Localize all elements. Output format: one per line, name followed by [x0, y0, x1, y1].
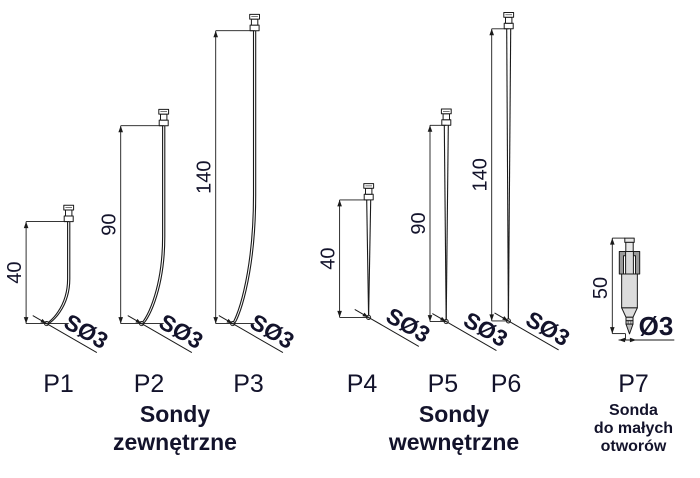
svg-text:P3: P3 [233, 370, 264, 398]
svg-text:Sondy: Sondy [140, 401, 210, 427]
svg-text:Sondy: Sondy [419, 401, 489, 427]
svg-text:140: 140 [469, 158, 491, 191]
svg-text:40: 40 [317, 248, 339, 270]
svg-text:P2: P2 [134, 370, 165, 398]
svg-text:P5: P5 [428, 370, 459, 398]
svg-text:50: 50 [590, 277, 612, 299]
svg-text:90: 90 [408, 212, 430, 234]
svg-text:P1: P1 [43, 370, 74, 398]
svg-text:wewnętrzne: wewnętrzne [388, 429, 519, 455]
svg-text:P6: P6 [491, 370, 522, 398]
svg-text:90: 90 [98, 214, 120, 236]
svg-text:40: 40 [4, 261, 26, 283]
svg-text:do małych: do małych [594, 420, 673, 437]
svg-text:zewnętrzne: zewnętrzne [113, 429, 237, 455]
svg-text:P7: P7 [618, 370, 649, 398]
svg-text:Ø3: Ø3 [639, 311, 674, 341]
svg-text:otworów: otworów [601, 438, 667, 455]
svg-text:Sonda: Sonda [609, 402, 658, 419]
svg-text:140: 140 [193, 160, 215, 193]
svg-text:P4: P4 [347, 370, 378, 398]
